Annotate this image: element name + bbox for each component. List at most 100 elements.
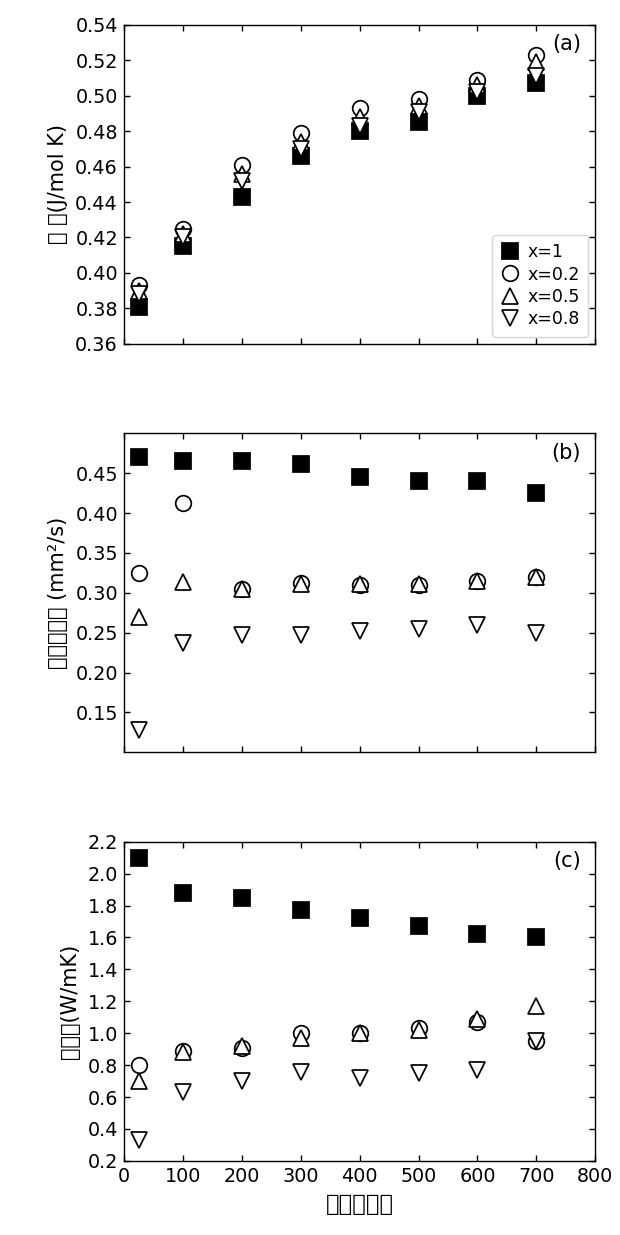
x=1 bbox=[533, 485, 540, 500]
x=0.5 bbox=[533, 569, 540, 584]
x=0.5 bbox=[238, 582, 246, 597]
x=0.5 bbox=[238, 1039, 246, 1053]
x=0.2 bbox=[415, 1021, 422, 1036]
x=0.5 bbox=[533, 999, 540, 1014]
x=0.2 bbox=[297, 576, 304, 590]
x=1 bbox=[356, 911, 363, 926]
x=0.8 bbox=[415, 1066, 422, 1081]
x=0.5 bbox=[474, 78, 481, 93]
x=0.8 bbox=[297, 627, 304, 642]
x=0.5 bbox=[179, 226, 187, 241]
x=1 bbox=[238, 189, 246, 204]
Y-axis label: 热导率(W/mK): 热导率(W/mK) bbox=[61, 944, 81, 1058]
x=0.8 bbox=[415, 104, 422, 119]
x=0.5 bbox=[415, 1023, 422, 1037]
x=0.2 bbox=[356, 578, 363, 593]
x=1 bbox=[238, 890, 246, 905]
x=0.2 bbox=[415, 578, 422, 593]
x=0.8 bbox=[356, 624, 363, 638]
Text: (b): (b) bbox=[552, 443, 581, 463]
x=0.2 bbox=[474, 573, 481, 588]
x=0.5 bbox=[135, 609, 143, 624]
x=1 bbox=[533, 75, 540, 90]
x=0.5 bbox=[415, 99, 422, 114]
x=0.2 bbox=[474, 1015, 481, 1030]
x=1 bbox=[356, 124, 363, 138]
x=0.2 bbox=[179, 1044, 187, 1058]
x=0.2 bbox=[179, 221, 187, 236]
x=1 bbox=[179, 238, 187, 253]
x=0.2 bbox=[238, 157, 246, 172]
x=1 bbox=[415, 474, 422, 489]
x=0.2 bbox=[533, 47, 540, 62]
x=0.8 bbox=[533, 1034, 540, 1049]
x=0.5 bbox=[297, 1031, 304, 1046]
x=1 bbox=[474, 474, 481, 489]
Line: x=0.2: x=0.2 bbox=[131, 1014, 544, 1073]
Line: x=0.2: x=0.2 bbox=[131, 495, 544, 597]
x=0.8 bbox=[297, 1065, 304, 1079]
x=1 bbox=[135, 450, 143, 464]
x=0.2 bbox=[297, 126, 304, 141]
x=0.8 bbox=[415, 621, 422, 636]
x=1 bbox=[415, 919, 422, 934]
x=0.8 bbox=[179, 1084, 187, 1099]
x=0.5 bbox=[415, 577, 422, 592]
x=1 bbox=[297, 148, 304, 163]
x=0.2 bbox=[356, 1026, 363, 1041]
Line: x=0.5: x=0.5 bbox=[131, 569, 544, 625]
x=0.8 bbox=[533, 69, 540, 84]
x=0.2 bbox=[474, 73, 481, 88]
x=1 bbox=[297, 456, 304, 471]
Line: x=1: x=1 bbox=[131, 450, 544, 501]
x=0.5 bbox=[356, 110, 363, 125]
Line: x=0.2: x=0.2 bbox=[131, 47, 544, 293]
x=1 bbox=[179, 885, 187, 900]
x=0.8 bbox=[238, 173, 246, 188]
x=0.8 bbox=[135, 287, 143, 301]
x=0.2 bbox=[533, 569, 540, 584]
x=0.8 bbox=[356, 1071, 363, 1086]
x=0.2 bbox=[179, 495, 187, 510]
Y-axis label: 比 热(J/mol K): 比 热(J/mol K) bbox=[48, 125, 68, 245]
Line: x=1: x=1 bbox=[131, 850, 544, 945]
x=0.8 bbox=[533, 625, 540, 640]
x=0.8 bbox=[238, 627, 246, 642]
x=1 bbox=[415, 115, 422, 130]
X-axis label: 温度（度）: 温度（度） bbox=[326, 1193, 394, 1216]
x=0.2 bbox=[533, 1034, 540, 1049]
x=1 bbox=[297, 903, 304, 918]
x=0.8 bbox=[474, 85, 481, 100]
Line: x=0.5: x=0.5 bbox=[131, 998, 544, 1089]
Line: x=0.8: x=0.8 bbox=[131, 618, 544, 737]
x=0.8 bbox=[238, 1073, 246, 1088]
x=1 bbox=[135, 850, 143, 864]
x=0.2 bbox=[238, 1040, 246, 1055]
Text: (a): (a) bbox=[552, 35, 581, 54]
x=0.5 bbox=[238, 167, 246, 182]
x=0.8 bbox=[179, 636, 187, 651]
x=0.5 bbox=[179, 1045, 187, 1060]
Line: x=0.5: x=0.5 bbox=[131, 54, 544, 299]
x=0.8 bbox=[135, 1132, 143, 1147]
x=0.5 bbox=[179, 576, 187, 590]
x=0.5 bbox=[474, 573, 481, 588]
x=0.5 bbox=[297, 577, 304, 592]
x=1 bbox=[179, 453, 187, 468]
x=0.5 bbox=[356, 1026, 363, 1041]
x=0.8 bbox=[297, 141, 304, 156]
x=0.2 bbox=[356, 100, 363, 115]
x=0.2 bbox=[297, 1026, 304, 1041]
Line: x=0.8: x=0.8 bbox=[131, 1034, 544, 1149]
x=0.8 bbox=[474, 618, 481, 632]
x=0.5 bbox=[474, 1011, 481, 1026]
x=1 bbox=[356, 469, 363, 484]
x=0.2 bbox=[415, 91, 422, 106]
x=0.5 bbox=[135, 1073, 143, 1088]
Legend: x=1, x=0.2, x=0.5, x=0.8: x=1, x=0.2, x=0.5, x=0.8 bbox=[492, 235, 588, 337]
x=0.2 bbox=[135, 566, 143, 580]
x=1 bbox=[533, 930, 540, 945]
x=0.5 bbox=[533, 54, 540, 69]
Line: x=1: x=1 bbox=[131, 75, 544, 315]
x=0.8 bbox=[179, 230, 187, 245]
